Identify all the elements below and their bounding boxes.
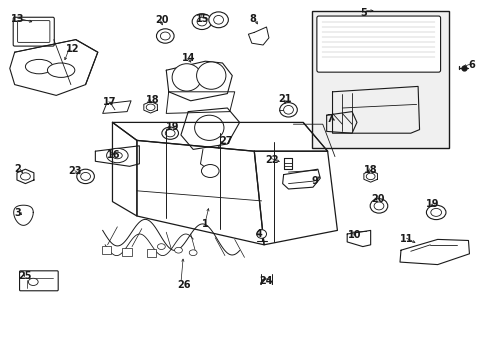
Text: 18: 18 (364, 165, 377, 175)
Ellipse shape (47, 63, 75, 77)
Ellipse shape (201, 165, 219, 177)
Ellipse shape (208, 12, 228, 28)
Ellipse shape (81, 172, 90, 180)
Text: 18: 18 (145, 95, 159, 105)
FancyBboxPatch shape (13, 17, 54, 46)
Ellipse shape (256, 230, 266, 238)
Ellipse shape (426, 205, 445, 220)
Ellipse shape (283, 105, 293, 114)
Ellipse shape (197, 17, 206, 26)
Bar (102, 246, 111, 254)
Text: 14: 14 (182, 53, 195, 63)
Bar (122, 248, 132, 256)
FancyBboxPatch shape (20, 271, 58, 291)
Text: 10: 10 (347, 230, 361, 240)
Ellipse shape (174, 247, 182, 253)
Ellipse shape (430, 208, 441, 216)
Text: 12: 12 (66, 44, 80, 54)
Text: 4: 4 (255, 229, 262, 239)
Ellipse shape (156, 29, 174, 43)
Ellipse shape (189, 250, 197, 256)
Text: 17: 17 (102, 97, 116, 107)
Ellipse shape (366, 173, 374, 180)
Text: 25: 25 (19, 271, 32, 281)
FancyBboxPatch shape (316, 16, 440, 72)
Ellipse shape (112, 152, 122, 159)
Ellipse shape (77, 169, 94, 184)
Text: 1: 1 (201, 219, 208, 229)
Ellipse shape (373, 202, 383, 210)
Ellipse shape (213, 15, 223, 24)
Text: 13: 13 (11, 14, 24, 24)
Ellipse shape (192, 14, 211, 30)
Ellipse shape (165, 130, 175, 137)
Bar (146, 249, 156, 257)
Text: 26: 26 (177, 280, 190, 290)
Text: 8: 8 (249, 14, 256, 24)
Ellipse shape (25, 59, 53, 74)
Ellipse shape (172, 64, 201, 91)
Text: 24: 24 (259, 276, 272, 287)
Text: 3: 3 (15, 208, 21, 218)
Ellipse shape (162, 127, 178, 139)
Ellipse shape (106, 148, 128, 163)
Text: 2: 2 (15, 164, 21, 174)
Text: 5: 5 (359, 8, 366, 18)
Text: 23: 23 (68, 166, 82, 176)
Text: 16: 16 (106, 150, 120, 161)
Polygon shape (14, 205, 33, 225)
Text: 21: 21 (278, 94, 292, 104)
Text: 9: 9 (311, 176, 318, 186)
Text: 19: 19 (426, 199, 439, 209)
Text: 27: 27 (219, 136, 232, 146)
Text: 19: 19 (166, 122, 180, 132)
Text: 20: 20 (155, 15, 169, 25)
Ellipse shape (196, 62, 225, 89)
Text: 11: 11 (399, 234, 413, 244)
FancyBboxPatch shape (18, 21, 50, 42)
Text: 6: 6 (468, 60, 474, 71)
Text: 22: 22 (264, 155, 278, 165)
Ellipse shape (194, 115, 224, 140)
Bar (311, 11, 448, 148)
Text: 20: 20 (371, 194, 385, 204)
Ellipse shape (157, 244, 165, 249)
Ellipse shape (369, 199, 387, 213)
Ellipse shape (20, 173, 30, 180)
Ellipse shape (28, 278, 38, 285)
Text: 7: 7 (326, 114, 333, 125)
Ellipse shape (146, 104, 155, 111)
Ellipse shape (160, 32, 170, 40)
Text: 15: 15 (195, 14, 209, 24)
Ellipse shape (279, 103, 297, 117)
